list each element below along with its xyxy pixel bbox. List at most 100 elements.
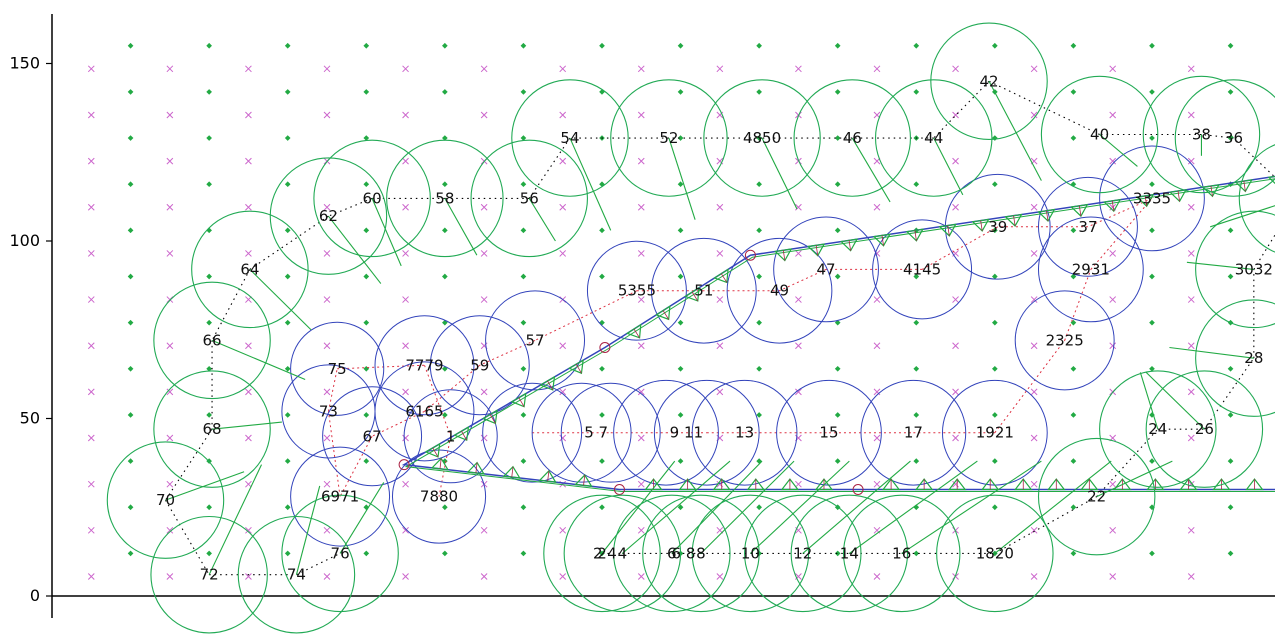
grid-cross-mark	[952, 434, 959, 442]
grid-cross-mark	[402, 388, 409, 396]
grid-cross-mark	[637, 250, 645, 257]
sensor-connector-line	[295, 485, 321, 575]
grid-cross-mark	[716, 65, 724, 73]
sensor-circle	[543, 494, 661, 613]
sensor-circle	[1142, 75, 1261, 194]
zone-circle	[1037, 176, 1138, 277]
grid-cross-mark	[1187, 111, 1195, 119]
zone-circle	[374, 315, 475, 416]
grid-dot-mark	[756, 319, 762, 326]
grid-dot-mark	[1227, 412, 1234, 418]
zone-circle	[403, 389, 498, 484]
grid-cross-mark	[637, 388, 645, 396]
edge-triangle-tick	[511, 466, 514, 478]
zone-link-dotted	[1090, 198, 1153, 270]
grid-cross-mark	[87, 65, 95, 73]
grid-cross-mark	[873, 388, 881, 396]
grid-dot-mark	[1227, 458, 1234, 464]
grid-cross-mark	[637, 111, 645, 119]
sensor-label: 28	[1244, 349, 1263, 367]
grid-dot-mark	[206, 504, 212, 511]
grid-dot-mark	[363, 89, 370, 95]
sensor-circle	[1195, 210, 1275, 329]
grid-cross-mark	[402, 480, 409, 488]
grid-dot-mark	[442, 135, 448, 141]
grid-dot-mark	[913, 458, 920, 464]
zone-circle	[281, 364, 376, 459]
sensor-link-dotted	[165, 499, 210, 575]
y-tick-label: 100	[9, 231, 40, 250]
zone-circle	[944, 173, 1051, 280]
edge-triangle-tick	[1046, 210, 1049, 222]
grid-dot-mark	[127, 550, 134, 557]
grid-dot-mark	[834, 42, 841, 49]
sensor-connector-line	[622, 460, 731, 554]
grid-dot-mark	[363, 412, 370, 418]
sensor-link-dotted	[165, 428, 213, 501]
grid-cross-mark	[323, 65, 331, 73]
grid-cross-mark	[1109, 573, 1117, 580]
grid-dot-mark	[677, 504, 684, 511]
grid-cross-mark	[1187, 203, 1195, 211]
grid-dot-mark	[677, 319, 684, 326]
zone-label: 13	[735, 424, 754, 442]
edge-triangle-tick	[980, 220, 983, 231]
edge-triangle	[466, 461, 485, 475]
grid-dot-mark	[284, 319, 291, 326]
edge-triangle-tick	[439, 458, 442, 469]
grid-dot-mark	[834, 181, 841, 188]
edge-triangle-tick	[782, 250, 786, 261]
edge-triangle-tick	[575, 364, 582, 374]
grid-dot-mark	[756, 135, 762, 141]
grid-cross-mark	[1187, 296, 1195, 303]
sensor-circle	[793, 79, 911, 197]
sensor-label: 40	[1090, 126, 1109, 144]
grid-dot-mark	[442, 504, 448, 511]
grid-cross-mark	[480, 388, 488, 396]
zone-label: 37	[1078, 218, 1097, 236]
grid-cross-mark	[166, 111, 174, 119]
grid-dot-mark	[677, 273, 684, 280]
grid-cross-mark	[480, 65, 488, 73]
edge-triangle-tick	[547, 380, 554, 391]
sensor-circle	[153, 370, 271, 488]
zone-circle	[429, 315, 530, 416]
grid-dot-mark	[756, 273, 762, 280]
grid-dot-mark	[1149, 181, 1155, 188]
grid-cross-mark	[245, 111, 252, 119]
grid-dot-mark	[992, 412, 998, 418]
grid-dot-mark	[992, 504, 998, 511]
edge-triangle-tick	[1013, 215, 1016, 227]
sensor-label: 1820	[976, 544, 1014, 562]
grid-cross-mark	[1187, 250, 1195, 257]
grid-cross-mark	[87, 250, 95, 257]
grid-cross-mark	[402, 296, 409, 303]
sensor-connector-line	[1099, 134, 1138, 167]
grid-dot-mark	[284, 227, 291, 234]
grid-cross-mark	[559, 573, 567, 580]
grid-dot-mark	[1070, 89, 1077, 95]
sensor-connector-line	[802, 460, 911, 554]
grid-dot-mark	[127, 273, 134, 280]
sensor-circle	[613, 494, 731, 613]
grid-dot-mark	[520, 550, 527, 557]
grid-cross-mark	[952, 203, 959, 211]
sensor-circle	[842, 494, 961, 613]
grid-dot-mark	[206, 319, 212, 326]
grid-dot-mark	[206, 89, 212, 95]
grid-dot-mark	[127, 458, 134, 464]
edge-triangle-tick	[489, 414, 496, 424]
grid-dot-mark	[677, 458, 684, 464]
grid-cross-mark	[166, 434, 174, 442]
zone-label: 17	[904, 424, 923, 442]
grid-cross-mark	[245, 388, 252, 396]
sensor-label: 58	[435, 189, 454, 207]
grid-cross-mark	[716, 388, 724, 396]
grid-dot-mark	[520, 181, 527, 188]
grid-cross-mark	[1109, 157, 1117, 165]
grid-cross-mark	[1109, 342, 1117, 350]
polygon-vertex-ring	[744, 249, 756, 261]
sensor-label: 6	[667, 544, 677, 562]
grid-cross-mark	[1187, 573, 1195, 580]
sensor-connector-line	[1145, 371, 1205, 430]
